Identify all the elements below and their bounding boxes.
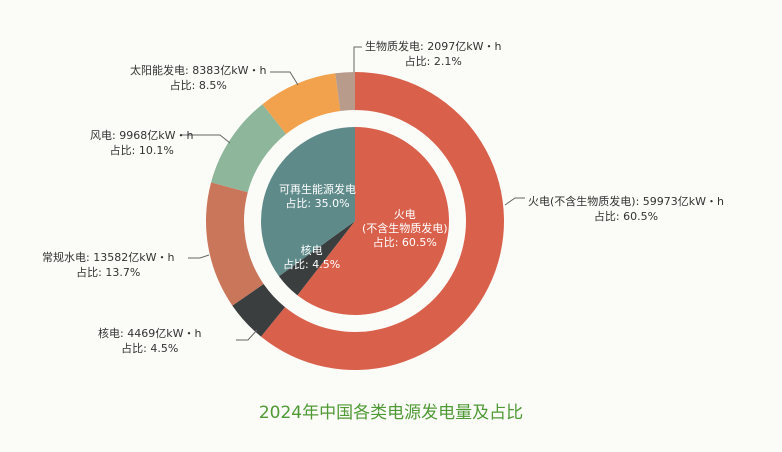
label-hydro-value: 常规水电: 13582亿kW・h xyxy=(42,251,175,264)
inner-slice-1 xyxy=(278,221,355,296)
label-biomass-share: 占比: 2.1% xyxy=(404,55,462,68)
leader-line-solar xyxy=(270,71,299,86)
inner-label-nuclear: 核电 占比: 4.5% xyxy=(283,244,340,272)
label-hydro: 常规水电: 13582亿kW・h 占比: 13.7% xyxy=(42,250,174,280)
inner-pie xyxy=(261,127,449,315)
inner-nuclear-share: 占比: 4.5% xyxy=(283,258,341,271)
label-wind: 风电: 9968亿kW・h 占比: 10.1% xyxy=(90,128,193,158)
inner-thermal-share: 占比: 60.5% xyxy=(372,236,437,249)
label-nuclear-share: 占比: 4.5% xyxy=(121,342,179,355)
inner-renewable-share: 占比: 35.0% xyxy=(285,197,350,210)
label-thermal-share: 占比: 60.5% xyxy=(593,210,659,223)
outer-slice-1 xyxy=(232,284,285,337)
label-wind-share: 占比: 10.1% xyxy=(109,144,174,157)
leader-line-biomass xyxy=(353,46,362,72)
label-solar: 太阳能发电: 8383亿kW・h 占比: 8.5% xyxy=(130,63,266,93)
leader-line-nuclear xyxy=(236,329,258,341)
inner-label-renewable: 可再生能源发电 占比: 35.0% xyxy=(279,183,356,211)
inner-slice-2 xyxy=(261,127,355,277)
outer-slice-2 xyxy=(205,182,264,306)
label-nuclear-value: 核电: 4469亿kW・h xyxy=(98,327,202,340)
outer-slice-0 xyxy=(260,72,505,370)
label-solar-value: 太阳能发电: 8383亿kW・h xyxy=(130,64,267,77)
inner-label-thermal: 火电 (不含生物质发电) 占比: 60.5% xyxy=(362,208,448,250)
leader-line-wind xyxy=(180,134,231,144)
inner-slice-0 xyxy=(297,127,449,315)
label-thermal-value: 火电(不含生物质发电): 59973亿kW・h xyxy=(528,195,724,208)
label-biomass-value: 生物质发电: 2097亿kW・h xyxy=(365,40,502,53)
inner-thermal-sub: (不含生物质发电) xyxy=(362,222,448,235)
label-solar-share: 占比: 8.5% xyxy=(169,79,227,92)
label-thermal: 火电(不含生物质发电): 59973亿kW・h 占比: 60.5% xyxy=(528,194,724,224)
leader-line-hydro xyxy=(188,254,210,259)
outer-ring xyxy=(205,72,505,370)
label-biomass: 生物质发电: 2097亿kW・h 占比: 2.1% xyxy=(365,39,501,69)
label-hydro-share: 占比: 13.7% xyxy=(76,266,141,279)
label-wind-value: 风电: 9968亿kW・h xyxy=(90,129,194,142)
outer-slice-4 xyxy=(262,73,341,134)
inner-nuclear-name: 核电 xyxy=(300,244,323,257)
label-nuclear: 核电: 4469亿kW・h 占比: 4.5% xyxy=(98,326,201,356)
inner-renewable-name: 可再生能源发电 xyxy=(279,183,356,196)
leader-line-thermal xyxy=(504,197,525,206)
inner-thermal-name: 火电 xyxy=(393,208,416,221)
outer-slice-5 xyxy=(335,72,355,111)
chart-title: 2024年中国各类电源发电量及占比 xyxy=(258,403,524,423)
outer-slice-3 xyxy=(211,104,287,193)
